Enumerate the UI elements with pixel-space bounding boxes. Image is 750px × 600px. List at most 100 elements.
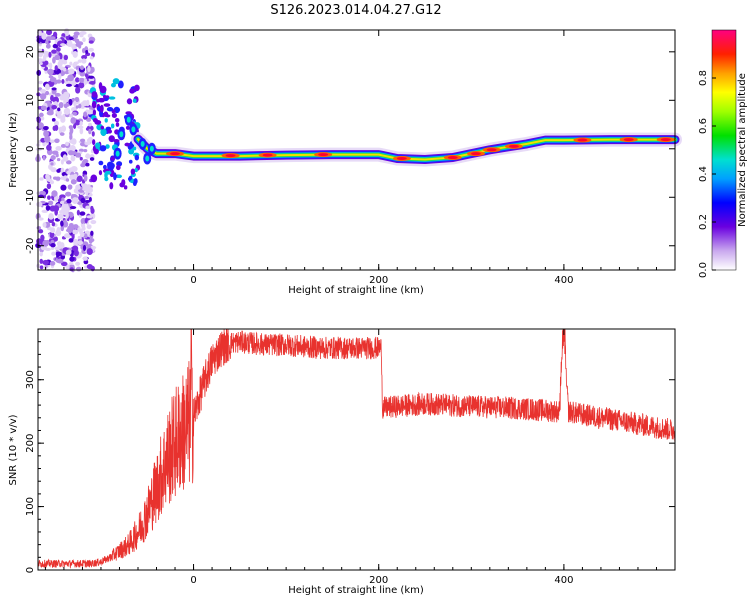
- spectrogram-noise-cell: [87, 65, 91, 73]
- spectrogram-noise-cell: [49, 77, 57, 83]
- spectrogram-noise-cell: [75, 77, 80, 83]
- spectrogram-noise-cell: [62, 113, 66, 121]
- spectrogram-noise-cell: [69, 113, 74, 118]
- spectrogram-noise-cell: [116, 174, 122, 179]
- spectrogram-noise-cell: [49, 139, 56, 144]
- spectrogram-noise-cell: [61, 79, 65, 85]
- snr-xtick-label: 0: [190, 575, 196, 586]
- spectrogram-noise-cell: [60, 261, 68, 267]
- spectrogram-xlabel: Height of straight line (km): [288, 285, 424, 296]
- spectrogram-noise-cell: [57, 243, 62, 249]
- spectrogram-noise-cell: [90, 175, 97, 179]
- spectrogram-noise-cell: [86, 224, 92, 230]
- spectrogram-noise-cell: [80, 231, 85, 238]
- spectrogram-noise-cell: [46, 29, 53, 36]
- spectrogram-noise-cell: [38, 80, 43, 85]
- spectrogram-noise-cell: [83, 174, 88, 182]
- spectrogram-noise-cell: [43, 135, 51, 143]
- spectrogram-noise-cell: [39, 190, 46, 196]
- spectrogram-noise-cell: [55, 251, 62, 257]
- spectrogram-noise-cell: [89, 56, 94, 60]
- spectrogram-noise-cell: [82, 244, 87, 251]
- spectrogram-noise-cell: [37, 122, 44, 129]
- spectrogram-noise-cell: [79, 79, 86, 83]
- spectrogram-noise-cell: [69, 206, 77, 210]
- spectrogram-noise-cell: [107, 129, 113, 134]
- spectrogram-noise-cell: [57, 213, 64, 220]
- spectrogram-noise-cell: [84, 141, 91, 146]
- colorbar-ticks: 0.0 0.2 0.4 0.6 0.8: [698, 70, 716, 278]
- snr-xlabel: Height of straight line (km): [288, 585, 424, 596]
- spectrogram-noise-cell: [134, 84, 140, 92]
- spectrogram-xtick-label: 0: [190, 275, 196, 286]
- spectrogram-noise-cell: [115, 122, 120, 127]
- spectrogram-noise-cell: [63, 107, 71, 115]
- spectrogram-noise-cell: [60, 43, 66, 47]
- colorbar-tick-label: 0.4: [698, 166, 709, 182]
- spectrogram-noise-cell: [39, 112, 44, 118]
- spectrogram-noise-cell: [86, 248, 93, 256]
- spectrogram-noise-cell: [82, 256, 88, 261]
- spectrogram-noise-cell: [104, 170, 112, 175]
- spectrogram-noise-cell: [70, 179, 77, 185]
- spectrogram-noise-cell: [98, 97, 105, 103]
- spectrogram-noise-cell: [64, 80, 69, 84]
- spectrogram-noise-cell: [124, 142, 130, 147]
- spectrogram-noise-cell: [47, 178, 53, 183]
- spectrogram-noise-cell: [86, 215, 93, 219]
- spectrogram-noise-cell: [88, 81, 96, 85]
- spectrogram-noise-cell: [45, 173, 50, 180]
- spectrogram-noise-cell: [51, 222, 56, 227]
- spectrogram-noise-cell: [39, 251, 43, 257]
- spectrogram-noise-cell: [98, 170, 103, 176]
- spectrogram-noise-cell: [123, 185, 128, 190]
- spectrogram-noise-cell: [60, 184, 67, 191]
- spectrogram-noise-cell: [47, 68, 54, 75]
- spectrogram-noise-cell: [69, 133, 73, 141]
- spectrogram-noise-cell: [50, 162, 54, 166]
- spectrogram-noise-cell: [75, 86, 81, 94]
- spectrogram-noise-cell: [62, 59, 68, 65]
- spectrogram-noise-cell: [88, 40, 94, 44]
- colorbar-gradient: [712, 30, 736, 270]
- spectrogram-peak-core: [623, 138, 634, 142]
- spectrogram-noise-cell: [65, 178, 70, 182]
- spectrogram-noise-cell: [84, 199, 91, 204]
- snr-ytick-label: 300: [25, 370, 36, 389]
- spectrogram-noise-cell: [77, 125, 84, 129]
- spectrogram-noise-cell: [72, 50, 78, 58]
- spectrogram-peak-core: [508, 144, 519, 148]
- snr-panel: 0 200 400 0 100 200 300 Height of straight lin…: [8, 328, 676, 596]
- spectrogram-noise-cell: [110, 156, 116, 161]
- spectrogram-noise-cell: [39, 61, 43, 66]
- spectrogram-noise-cell: [50, 227, 56, 234]
- spectrogram-noise-cell: [61, 203, 67, 211]
- spectrogram-noise-cell: [63, 103, 70, 107]
- spectrogram-noise-cell: [106, 161, 114, 168]
- spectrogram-noise-cell: [110, 123, 115, 129]
- spectrogram-noise-cell: [86, 99, 90, 107]
- spectrogram-noise-cell: [51, 118, 56, 122]
- spectrogram-noise-cell: [92, 118, 98, 123]
- spectrogram-noise-cell: [126, 98, 133, 105]
- colorbar-label: Normalized spectral amplitude: [737, 73, 748, 227]
- spectrogram-noise-cell: [45, 43, 51, 49]
- spectrogram-noise-cell: [84, 217, 88, 224]
- spectrogram-noise-cell: [86, 118, 92, 122]
- spectrogram-peak-core: [318, 153, 329, 157]
- spectrogram-noise-cell: [47, 195, 51, 200]
- spectrogram-noise-cell: [70, 117, 77, 124]
- spectrogram-noise-cell: [81, 58, 87, 64]
- snr-ytick-label: 100: [25, 497, 36, 516]
- snr-xtick-label: 400: [554, 575, 573, 586]
- spectrogram-noise-cell: [68, 36, 74, 41]
- spectrogram-noise-cell: [81, 223, 86, 230]
- colorbar: 0.0 0.2 0.4 0.6 0.8 Normalized spectral ampl…: [698, 29, 748, 278]
- snr-ylabel: SNR (10 * v/v): [8, 414, 19, 485]
- spectrogram-noise-cell: [98, 160, 104, 166]
- spectrogram-noise-cell: [71, 245, 79, 252]
- spectrogram-noise-cell: [81, 54, 88, 60]
- spectrogram-noise-cell: [52, 31, 58, 38]
- spectrogram-noise-cell: [36, 37, 42, 44]
- spectrogram-peak-core: [660, 138, 671, 142]
